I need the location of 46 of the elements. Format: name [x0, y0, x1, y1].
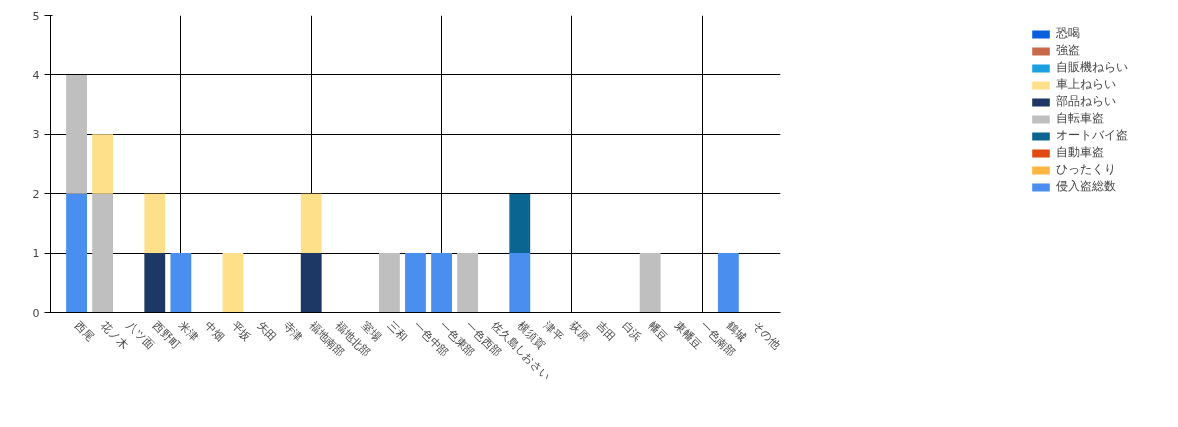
y-tick-label: 2 — [32, 187, 40, 201]
x-tick-label: 平坂 — [228, 318, 254, 344]
legend-label: 恐喝 — [1056, 25, 1080, 42]
legend-label: 自販機ねらい — [1056, 59, 1128, 76]
bar — [431, 253, 452, 313]
bar — [222, 253, 244, 313]
x-tick-label: 幡豆 — [645, 318, 671, 344]
bar — [144, 193, 166, 254]
bar — [300, 253, 322, 313]
y-tick-label: 1 — [32, 247, 40, 261]
x-tick-label: 西尾 — [71, 318, 97, 344]
y-tick-label: 3 — [32, 128, 40, 142]
x-tick-label: 矢田 — [254, 318, 280, 344]
legend-label: 部品ねらい — [1056, 93, 1116, 110]
y-tick-label: 4 — [32, 68, 40, 82]
legend-label: 自転車盗 — [1056, 110, 1104, 127]
x-tick-label: 寺津 — [280, 318, 306, 344]
x-tick-label: 吉田 — [593, 318, 619, 344]
bar — [379, 253, 400, 313]
x-tick-label: 荻原 — [567, 318, 593, 344]
x-tick-label: 三和 — [384, 318, 410, 344]
bar — [170, 253, 192, 313]
bar — [509, 193, 531, 254]
legend-label: 強盗 — [1056, 42, 1080, 59]
bar — [66, 193, 87, 313]
bar — [457, 253, 479, 313]
bar — [405, 253, 426, 313]
y-tick-label: 5 — [32, 9, 40, 23]
bar — [66, 74, 87, 194]
legend-label: 侵入盗総数 — [1056, 178, 1116, 195]
legend-label: 自動車盗 — [1056, 144, 1104, 161]
bar — [144, 253, 166, 313]
bar — [639, 253, 661, 313]
legend-label: 車上ねらい — [1056, 76, 1116, 93]
y-tick-label: 0 — [32, 306, 40, 320]
x-tick-label: 中畑 — [202, 318, 228, 344]
bar — [717, 253, 739, 313]
x-tick-label: 東幡豆 — [671, 318, 705, 352]
x-tick-label: 白浜 — [619, 318, 645, 344]
bar — [509, 253, 531, 313]
legend-label: オートバイ盗 — [1056, 127, 1128, 144]
bar — [92, 134, 114, 194]
legend-label: ひったくり — [1056, 161, 1116, 178]
bar — [300, 193, 322, 254]
x-tick-label: その他 — [749, 318, 783, 352]
bar — [92, 193, 114, 313]
